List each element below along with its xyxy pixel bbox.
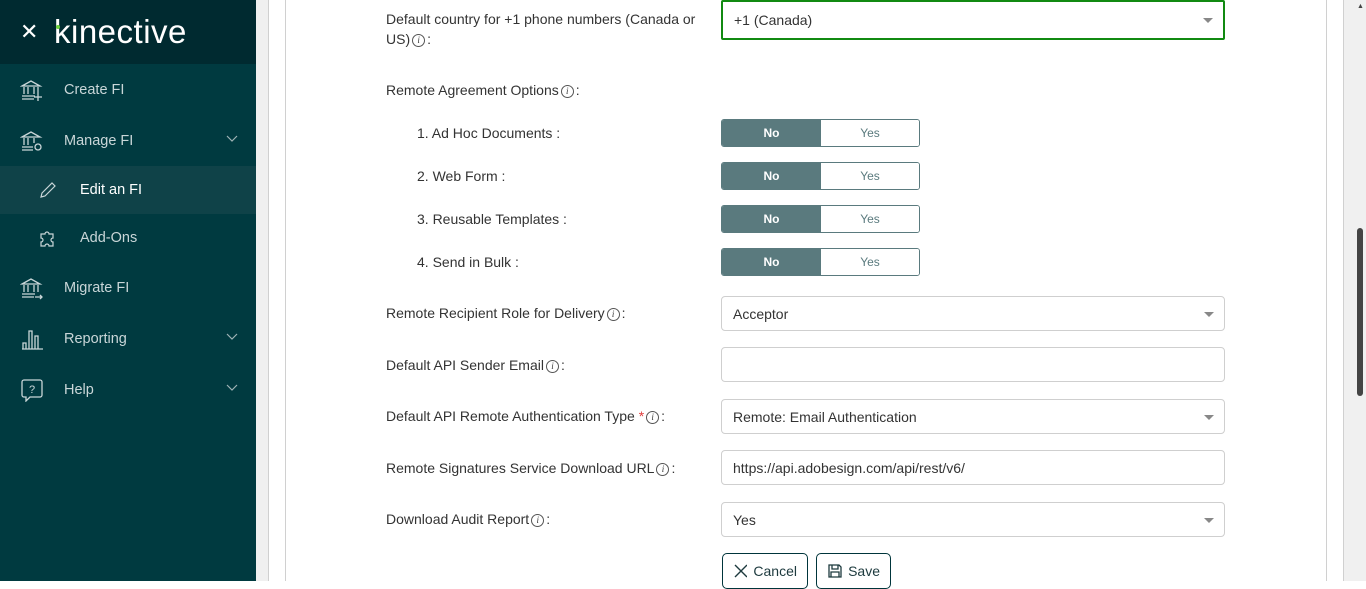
- send-in-bulk-label: 4. Send in Bulk :: [417, 254, 519, 270]
- remote-options-label: Remote Agreement Options i:: [386, 82, 580, 98]
- ad-hoc-toggle[interactable]: No Yes: [721, 119, 920, 147]
- divider: [268, 0, 269, 581]
- scrollbar-thumb[interactable]: [1357, 228, 1363, 396]
- yes-option[interactable]: Yes: [821, 120, 919, 146]
- save-button[interactable]: Save: [816, 553, 891, 589]
- no-option[interactable]: No: [722, 163, 821, 189]
- info-icon[interactable]: i: [412, 34, 426, 47]
- sidebar-item-manage-fi[interactable]: Manage FI: [0, 115, 256, 166]
- sidebar-item-help[interactable]: ? Help: [0, 364, 256, 415]
- chevron-down-icon: [226, 330, 238, 346]
- brand-bar: ✕ kinective: [0, 0, 256, 64]
- bank-gear-icon: [20, 129, 64, 153]
- sidebar-item-add-ons[interactable]: Add-Ons: [0, 214, 256, 262]
- auth-type-label: Default API Remote Authentication Type *…: [386, 408, 666, 424]
- recipient-role-label: Remote Recipient Role for Delivery i:: [386, 305, 626, 321]
- save-icon: [828, 564, 842, 578]
- pencil-icon: [38, 180, 80, 200]
- caret-down-icon: [1204, 311, 1214, 317]
- info-icon[interactable]: i: [656, 463, 670, 476]
- country-label: Default country for +1 phone numbers (Ca…: [386, 11, 696, 47]
- info-icon[interactable]: i: [545, 360, 559, 373]
- web-form-label: 2. Web Form :: [417, 168, 506, 184]
- scrollbar[interactable]: [1344, 0, 1366, 581]
- audit-report-label: Download Audit Report i:: [386, 511, 551, 527]
- bank-arrow-icon: [20, 276, 64, 300]
- scroll-up-arrow-icon[interactable]: ▲: [1357, 3, 1364, 10]
- close-icon[interactable]: ✕: [20, 19, 39, 44]
- web-form-toggle[interactable]: No Yes: [721, 162, 920, 190]
- divider: [285, 0, 286, 581]
- close-icon: [734, 564, 748, 578]
- download-url-input[interactable]: https://api.adobesign.com/api/rest/v6/: [721, 450, 1225, 485]
- caret-down-icon: [1204, 414, 1214, 420]
- sidebar-item-create-fi[interactable]: Create FI: [0, 64, 256, 115]
- no-option[interactable]: No: [722, 206, 821, 232]
- send-in-bulk-toggle[interactable]: No Yes: [721, 248, 920, 276]
- chevron-down-icon: [226, 132, 238, 148]
- sidebar-item-migrate-fi[interactable]: Migrate FI: [0, 262, 256, 313]
- info-icon[interactable]: i: [560, 85, 574, 98]
- no-option[interactable]: No: [722, 120, 821, 146]
- info-icon[interactable]: i: [606, 308, 620, 321]
- yes-option[interactable]: Yes: [821, 163, 919, 189]
- page-gutter: [256, 0, 268, 581]
- yes-option[interactable]: Yes: [821, 249, 919, 275]
- recipient-role-select[interactable]: Acceptor: [721, 296, 1225, 331]
- help-bubble-icon: ?: [20, 378, 64, 402]
- sidebar-item-edit-an-fi[interactable]: Edit an FI: [0, 166, 256, 214]
- svg-text:?: ?: [29, 384, 35, 396]
- chevron-down-icon: [226, 381, 238, 397]
- download-url-label: Remote Signatures Service Download URL i:: [386, 460, 676, 476]
- sidebar: ✕ kinective Create FI Manage FI Edit an …: [0, 0, 256, 581]
- bank-plus-icon: [20, 78, 64, 102]
- divider: [1343, 0, 1344, 581]
- puzzle-icon: [38, 228, 80, 248]
- caret-down-icon: [1204, 517, 1214, 523]
- reusable-templates-toggle[interactable]: No Yes: [721, 205, 920, 233]
- cancel-button[interactable]: Cancel: [722, 553, 808, 589]
- info-icon[interactable]: i: [531, 514, 545, 527]
- sidebar-item-reporting[interactable]: Reporting: [0, 313, 256, 364]
- reusable-templates-label: 3. Reusable Templates :: [417, 211, 567, 227]
- no-option[interactable]: No: [722, 249, 821, 275]
- audit-report-select[interactable]: Yes: [721, 502, 1225, 537]
- ad-hoc-label: 1. Ad Hoc Documents :: [417, 125, 561, 141]
- auth-type-select[interactable]: Remote: Email Authentication: [721, 399, 1225, 434]
- info-icon[interactable]: i: [646, 411, 660, 424]
- sender-email-label: Default API Sender Email i:: [386, 357, 565, 373]
- kinective-logo[interactable]: kinective: [54, 13, 187, 50]
- country-select[interactable]: +1 (Canada): [721, 0, 1225, 40]
- divider: [1326, 0, 1327, 581]
- caret-down-icon: [1203, 18, 1213, 23]
- yes-option[interactable]: Yes: [821, 206, 919, 232]
- bar-chart-icon: [20, 327, 64, 351]
- sender-email-input[interactable]: [721, 347, 1225, 382]
